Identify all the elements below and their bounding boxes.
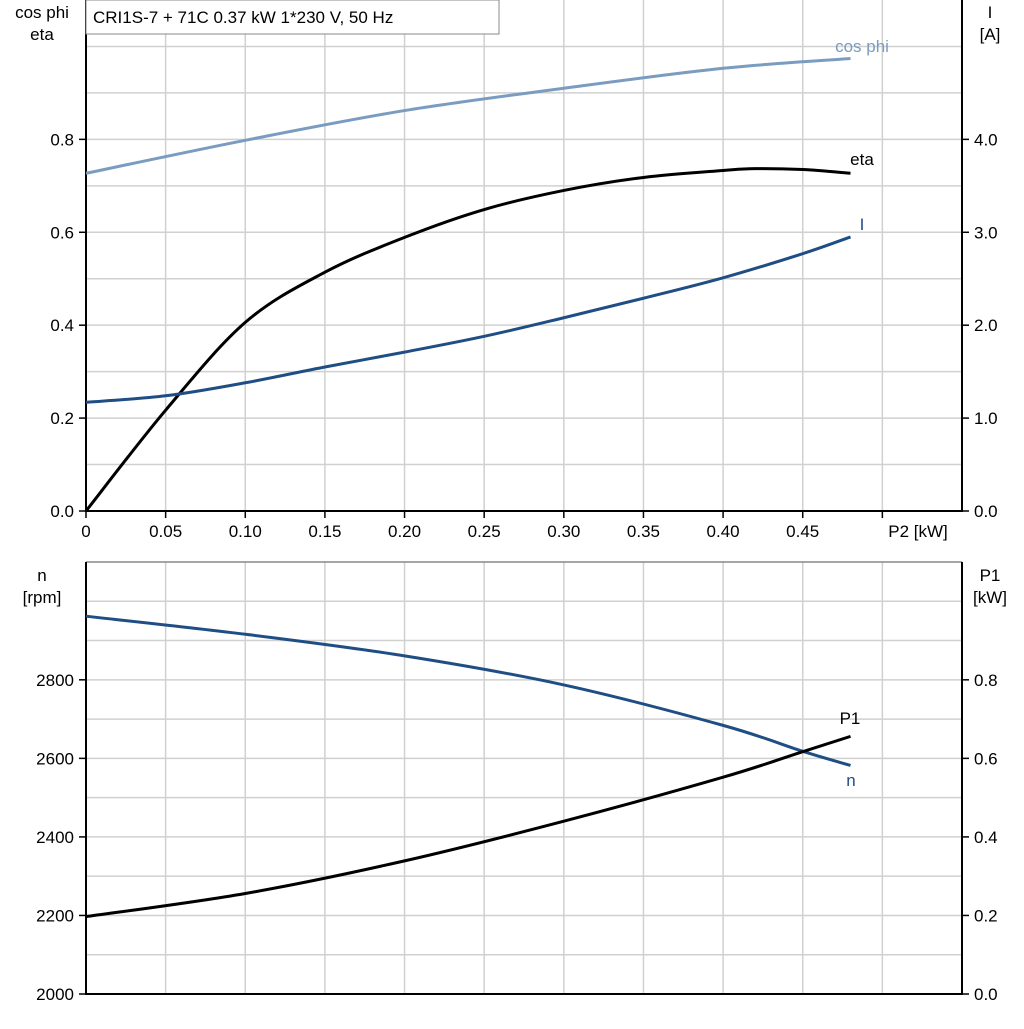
y-right-axis-label: [A] (980, 25, 1001, 44)
y-right-tick-label: 0.4 (974, 828, 998, 847)
panel-0: 0.0 0.2 0.4 0.6 0.8 0.0 1.0 2.0 3.0 4.0 cos phi eta… (15, 0, 1000, 541)
series-label: eta (850, 150, 874, 169)
y-right-tick-label: 0.0 (974, 985, 998, 1004)
series-label: P1 (840, 709, 861, 728)
x-tick-label: 0.30 (547, 522, 580, 541)
chart-title: CRI1S-7 + 71C 0.37 kW 1*230 V, 50 Hz (93, 8, 393, 27)
x-tick-label: 0.15 (308, 522, 341, 541)
series-line-i (85, 235, 852, 404)
x-tick-label: 0.40 (707, 522, 740, 541)
y-left-tick-label: 2600 (36, 749, 74, 768)
y-right-axis-label: [kW] (973, 588, 1007, 607)
x-tick-label: 0.05 (149, 522, 182, 541)
x-axis-label: P2 [kW] (888, 522, 948, 541)
title-box: CRI1S-7 + 71C 0.37 kW 1*230 V, 50 Hz (85, 0, 500, 35)
y-left-tick-label: 2400 (36, 828, 74, 847)
x-tick-label: 0.45 (786, 522, 819, 541)
series-label: n (846, 771, 855, 790)
y-right-tick-label: 1.0 (974, 409, 998, 428)
y-right-tick-label: 2.0 (974, 316, 998, 335)
x-tick-label: 0.35 (627, 522, 660, 541)
y-left-axis-label: eta (30, 25, 54, 44)
x-tick-label: 0 (81, 522, 90, 541)
y-left-tick-label: 0.8 (50, 130, 74, 149)
x-tick-label: 0.10 (229, 522, 262, 541)
y-left-tick-label: 2800 (36, 671, 74, 690)
y-left-tick-label: 0.0 (50, 502, 74, 521)
panel-1: 2000 2200 2400 2600 2800 0.0 0.2 0.4 0.6 0.8 n [rpm… (23, 561, 1007, 1004)
series-line-eta (84, 167, 851, 512)
y-left-axis-label: [rpm] (23, 588, 62, 607)
y-right-tick-label: 0.2 (974, 906, 998, 925)
title-box-frame (85, 0, 500, 35)
y-left-tick-label: 0.6 (50, 223, 74, 242)
series-line-n (85, 614, 851, 767)
y-left-axis-label: cos phi (15, 3, 69, 22)
series-line-cos-phi (85, 57, 851, 175)
x-tick-label: 0.25 (468, 522, 501, 541)
series-label: I (860, 215, 865, 234)
y-right-axis-label: I (988, 3, 993, 22)
y-left-tick-label: 2200 (36, 906, 74, 925)
y-right-tick-label: 0.6 (974, 749, 998, 768)
y-right-tick-label: 3.0 (974, 223, 998, 242)
y-right-tick-label: 4.0 (974, 130, 998, 149)
y-left-tick-label: 2000 (36, 985, 74, 1004)
y-right-tick-label: 0.0 (974, 502, 998, 521)
y-left-tick-label: 0.4 (50, 316, 74, 335)
y-right-axis-label: P1 (980, 566, 1001, 585)
series-label: cos phi (835, 37, 889, 56)
y-left-tick-label: 0.2 (50, 409, 74, 428)
y-left-axis-label: n (37, 566, 46, 585)
y-right-tick-label: 0.8 (974, 671, 998, 690)
x-tick-label: 0.20 (388, 522, 421, 541)
series-line-p1 (85, 734, 851, 919)
